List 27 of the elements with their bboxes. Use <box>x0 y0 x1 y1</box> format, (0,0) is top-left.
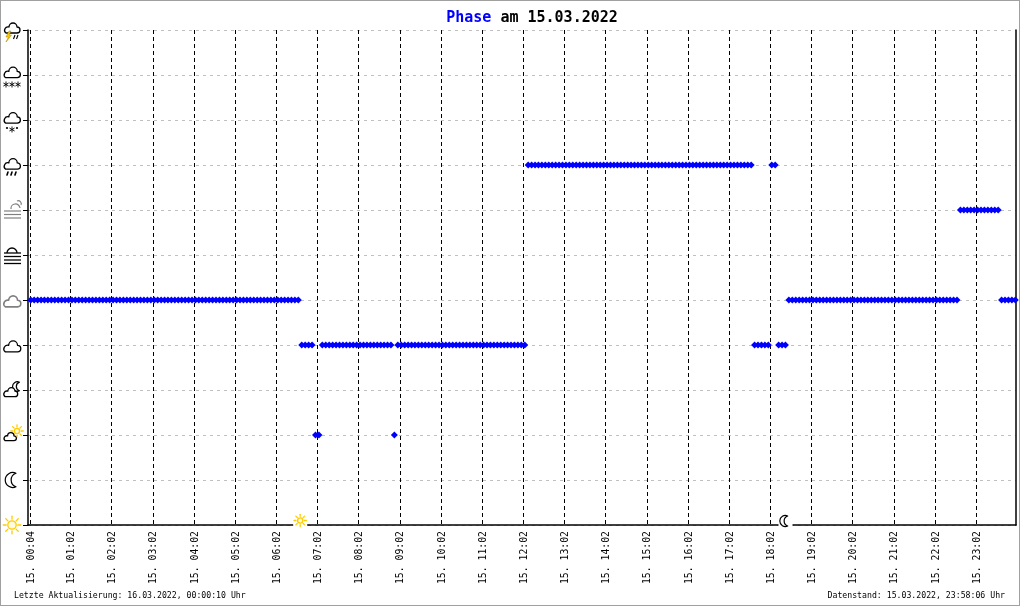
text: Datenstand: 15.03.2022, 23:58:06 Uhr <box>827 590 1006 600</box>
x-tick-label: 15. 16:02 <box>682 530 694 585</box>
x-tick-label: 15. 01:02 <box>65 530 77 585</box>
x-tick-label: 15. 20:02 <box>847 530 859 585</box>
x-tick-label: 15. 05:02 <box>229 530 241 585</box>
x-tick-label: 15. 08:02 <box>353 530 365 585</box>
x-tick-label: 15. 06:02 <box>270 530 282 585</box>
x-tick-label: 15. 18:02 <box>764 530 776 585</box>
x-tick-label: 15. 09:02 <box>394 530 406 585</box>
x-tick-label: 15. 04:02 <box>188 530 200 585</box>
x-tick-label: 15. 14:02 <box>600 530 612 585</box>
x-tick-label: 15. 00:04 <box>25 530 37 585</box>
x-tick-label: 15. 19:02 <box>806 530 818 585</box>
x-tick-label: 15. 12:02 <box>517 530 529 585</box>
x-tick-label: 15. 15:02 <box>641 530 653 585</box>
x-tick-label: 15. 22:02 <box>929 530 941 585</box>
x-tick-label: 15. 13:02 <box>559 530 571 585</box>
text: Letzte Aktualisierung: 16.03.2022, 00:00:10 Uhr <box>14 590 246 600</box>
x-tick-label: 15. 23:02 <box>970 530 982 585</box>
x-tick-label: 15. 02:02 <box>106 530 118 585</box>
x-tick-label: 15. 03:02 <box>147 530 159 585</box>
x-tick-label: 15. 10:02 <box>435 530 447 585</box>
x-tick-label: 15. 11:02 <box>476 530 488 585</box>
x-tick-label: 15. 17:02 <box>723 530 735 585</box>
x-tick-label: 15. 07:02 <box>312 530 324 585</box>
chart-title: Phase am 15.03.2022 <box>446 7 618 26</box>
x-tick-label: 15. 21:02 <box>888 530 900 585</box>
